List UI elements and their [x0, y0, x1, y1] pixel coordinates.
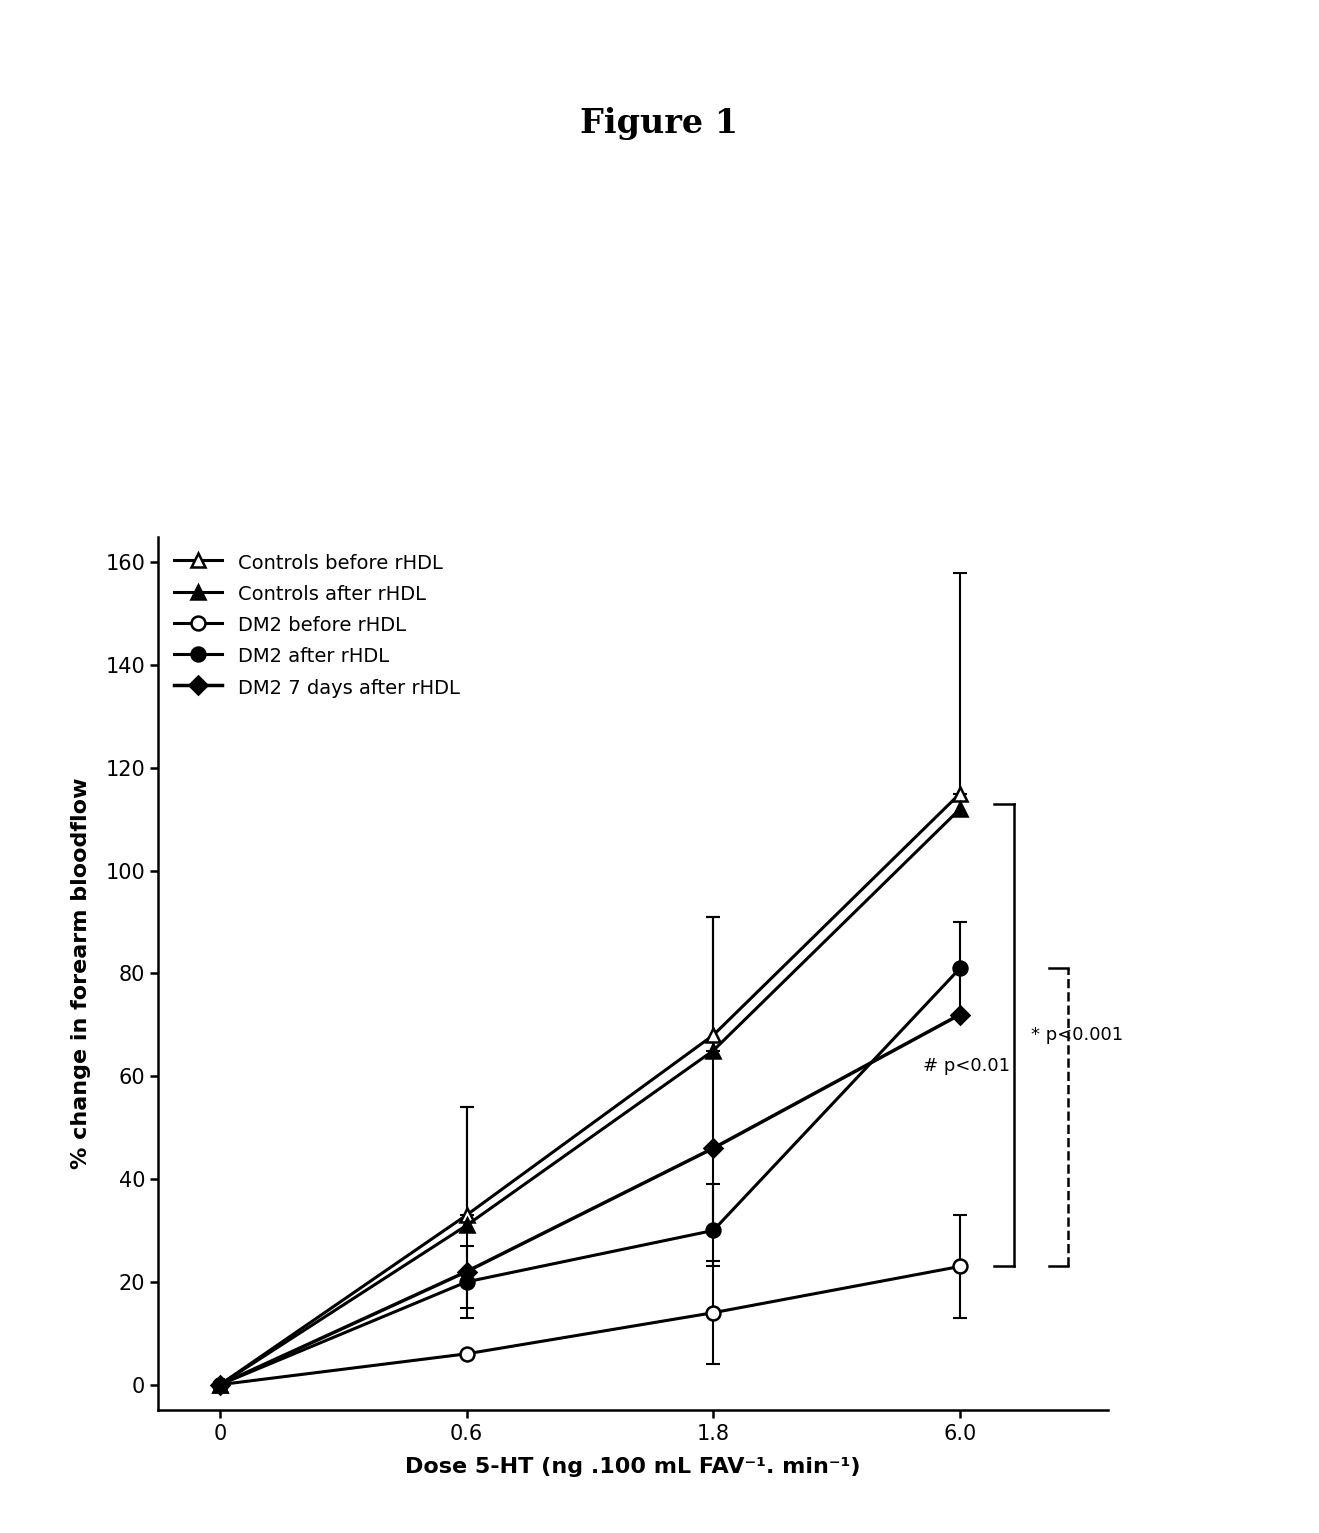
Line: DM2 before rHDL: DM2 before rHDL [212, 1260, 967, 1392]
Controls after rHDL [212, 1375, 228, 1393]
DM2 before rHDL [459, 1344, 475, 1363]
Controls before rHDL [952, 785, 968, 803]
Text: # p<0.01: # p<0.01 [923, 1056, 1010, 1075]
Controls before rHDL [459, 1206, 475, 1225]
Text: * p<0.001: * p<0.001 [1031, 1026, 1124, 1044]
DM2 7 days after rHDL [952, 1006, 968, 1024]
DM2 7 days after rHDL [212, 1375, 228, 1393]
DM2 after rHDL [459, 1272, 475, 1291]
Line: DM2 7 days after rHDL: DM2 7 days after rHDL [214, 1009, 967, 1390]
X-axis label: Dose 5-HT (ng .100 mL FAV⁻¹. min⁻¹): Dose 5-HT (ng .100 mL FAV⁻¹. min⁻¹) [405, 1458, 861, 1478]
Text: Figure 1: Figure 1 [580, 107, 739, 141]
DM2 after rHDL [952, 960, 968, 978]
Y-axis label: % change in forearm bloodflow: % change in forearm bloodflow [71, 777, 91, 1170]
Controls after rHDL [706, 1041, 721, 1059]
DM2 before rHDL [212, 1375, 228, 1393]
Controls after rHDL [952, 800, 968, 819]
DM2 7 days after rHDL [706, 1139, 721, 1157]
Line: Controls after rHDL: Controls after rHDL [212, 802, 967, 1392]
Legend: Controls before rHDL, Controls after rHDL, DM2 before rHDL, DM2 after rHDL, DM2 : Controls before rHDL, Controls after rHD… [168, 546, 466, 704]
Controls before rHDL [706, 1026, 721, 1044]
DM2 7 days after rHDL [459, 1262, 475, 1280]
DM2 before rHDL [952, 1257, 968, 1275]
DM2 after rHDL [212, 1375, 228, 1393]
Line: DM2 after rHDL: DM2 after rHDL [212, 961, 967, 1392]
DM2 after rHDL [706, 1222, 721, 1240]
Controls after rHDL [459, 1216, 475, 1234]
DM2 before rHDL [706, 1303, 721, 1321]
Line: Controls before rHDL: Controls before rHDL [212, 786, 967, 1392]
Controls before rHDL [212, 1375, 228, 1393]
